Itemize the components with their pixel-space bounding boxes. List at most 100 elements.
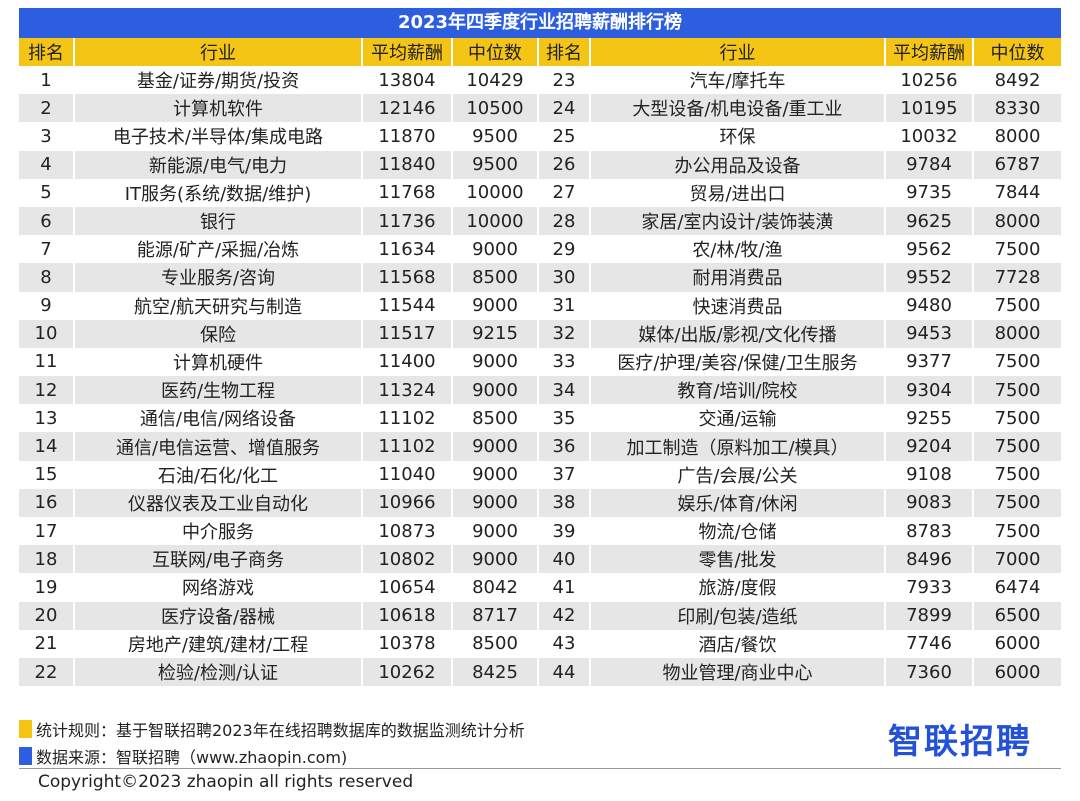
cell-rank: 22 xyxy=(19,657,75,687)
cell-rank-2: 37 xyxy=(538,460,591,489)
cell-industry: 医药/生物工程 xyxy=(74,376,363,405)
data-source-note: 数据来源：智联招聘（www.zhaopin.com) xyxy=(19,744,347,768)
cell-industry-2: 物业管理/商业中心 xyxy=(590,657,886,687)
cell-avg-salary: 11040 xyxy=(362,460,453,489)
header-avg-salary-2: 平均薪酬 xyxy=(885,38,974,66)
table-row: 17 中介服务 10873 9000 39 物流/仓储 8783 7500 xyxy=(19,517,1061,546)
cell-industry-2: 交通/运输 xyxy=(590,404,886,433)
table-row: 4 新能源/电气/电力 11840 9500 26 办公用品及设备 9784 6787 xyxy=(19,150,1061,179)
zhaopin-logo: 智联招聘 xyxy=(888,722,1032,762)
cell-median-2: 7500 xyxy=(973,432,1061,461)
cell-rank-2: 32 xyxy=(538,319,591,348)
cell-rank: 16 xyxy=(19,488,75,517)
cell-avg-salary-2: 10032 xyxy=(885,122,974,151)
cell-industry: IT服务(系统/数据/维护) xyxy=(74,178,363,207)
cell-industry: 基金/证券/期货/投资 xyxy=(74,66,363,95)
cell-industry-2: 加工制造（原料加工/模具） xyxy=(590,432,886,461)
cell-industry: 专业服务/咨询 xyxy=(74,263,363,292)
cell-median-2: 6000 xyxy=(994,633,1041,655)
cell-avg-salary-2: 9255 xyxy=(885,404,974,433)
header-avg-salary: 平均薪酬 xyxy=(362,38,453,66)
table-row: 19 网络游戏 10654 8042 41 旅游/度假 7933 6474 xyxy=(19,573,1061,602)
cell-rank: 13 xyxy=(19,404,75,433)
cell-rank-2: 44 xyxy=(538,657,591,687)
cell-industry-2: 大型设备/机电设备/重工业 xyxy=(590,94,886,123)
cell-avg-salary: 12146 xyxy=(362,94,453,123)
cell-median: 8500 xyxy=(452,404,539,433)
cell-avg-salary-2: 9480 xyxy=(885,291,974,320)
cell-avg-salary: 10378 xyxy=(362,629,453,658)
cell-median-2: 7500 xyxy=(994,464,1041,486)
cell-median: 9000 xyxy=(452,291,539,320)
cell-industry-2: 零售/批发 xyxy=(590,545,886,574)
cell-industry: 保险 xyxy=(74,319,363,348)
table-row: 7 能源/矿产/采掘/冶炼 11634 9000 29 农/林/牧/渔 9562 7500 xyxy=(19,235,1061,264)
cell-industry: 新能源/电气/电力 xyxy=(74,150,363,179)
table-row: 11 计算机硬件 11400 9000 33 医疗/护理/美容/保健/卫生服务 9377 75… xyxy=(19,347,1061,377)
cell-median: 9500 xyxy=(452,122,539,151)
cell-rank-2: 43 xyxy=(538,629,591,658)
table-row: 1 基金/证券/期货/投资 13804 10429 23 汽车/摩托车 10256 8492 xyxy=(19,66,1061,95)
yellow-marker-icon xyxy=(19,720,32,738)
cell-rank-2: 38 xyxy=(538,488,591,517)
cell-median: 10500 xyxy=(452,94,539,123)
cell-industry: 能源/矿产/采掘/冶炼 xyxy=(74,235,363,264)
salary-ranking-panel: 2023年四季度行业招聘薪酬排行榜 排名 行业 平均薪酬 中位数 排名 行业 平… xyxy=(19,8,1061,687)
table-row: 20 医疗设备/器械 10618 8717 42 印刷/包装/造纸 7899 6500 xyxy=(19,601,1061,630)
cell-rank-2: 36 xyxy=(538,432,591,461)
cell-rank-2: 24 xyxy=(538,94,591,123)
cell-industry: 电子技术/半导体/集成电路 xyxy=(74,122,363,151)
cell-avg-salary: 11736 xyxy=(362,206,453,236)
cell-industry: 房地产/建筑/建材/工程 xyxy=(74,629,363,658)
header-median-2: 中位数 xyxy=(973,38,1061,66)
cell-avg-salary-2: 7746 xyxy=(885,629,974,658)
cell-avg-salary: 11324 xyxy=(362,376,453,405)
cell-industry-2: 农/林/牧/渔 xyxy=(590,235,886,264)
cell-industry: 仪器仪表及工业自动化 xyxy=(74,488,363,517)
cell-avg-salary: 11102 xyxy=(362,404,453,433)
cell-avg-salary-2: 9453 xyxy=(885,319,974,348)
header-industry-2: 行业 xyxy=(590,38,886,66)
cell-median: 8717 xyxy=(452,601,539,630)
table-row: 18 互联网/电子商务 10802 9000 40 零售/批发 8496 7000 xyxy=(19,545,1061,574)
cell-rank: 1 xyxy=(19,66,75,95)
cell-median-2: 7500 xyxy=(994,295,1041,317)
cell-avg-salary: 10966 xyxy=(362,488,453,517)
cell-median: 10000 xyxy=(452,206,539,236)
salary-table: 排名 行业 平均薪酬 中位数 排名 行业 平均薪酬 中位数 1 基金/证券/期货/… xyxy=(19,38,1061,687)
cell-industry: 银行 xyxy=(74,206,363,236)
cell-avg-salary: 11870 xyxy=(362,122,453,151)
cell-avg-salary-2: 7360 xyxy=(885,657,974,687)
stat-rule-text: 统计规则：基于智联招聘2023年在线招聘数据库的数据监测统计分析 xyxy=(36,721,525,740)
cell-median-2: 7000 xyxy=(973,545,1061,574)
blue-marker-icon xyxy=(19,747,32,765)
cell-avg-salary: 11634 xyxy=(362,235,453,264)
cell-industry: 医疗设备/器械 xyxy=(74,601,363,630)
cell-rank: 21 xyxy=(19,629,75,658)
cell-rank-2: 26 xyxy=(538,150,591,179)
footer-divider xyxy=(19,768,1061,769)
cell-industry-2: 贸易/进出口 xyxy=(590,178,886,207)
table-row: 14 通信/电信运营、增值服务 11102 9000 36 加工制造（原料加工/模具） 92… xyxy=(19,432,1061,461)
cell-median: 9000 xyxy=(452,460,539,489)
cell-rank: 10 xyxy=(19,319,75,348)
cell-rank-2: 25 xyxy=(538,122,591,151)
cell-rank: 3 xyxy=(19,122,75,151)
table-title: 2023年四季度行业招聘薪酬排行榜 xyxy=(19,8,1061,38)
cell-industry-2: 家居/室内设计/装饰装潢 xyxy=(590,206,886,236)
cell-median-2: 8000 xyxy=(994,125,1041,147)
cell-avg-salary-2: 9784 xyxy=(885,150,974,179)
cell-industry-2: 媒体/出版/影视/文化传播 xyxy=(590,319,886,348)
cell-rank: 8 xyxy=(19,263,75,292)
cell-rank: 14 xyxy=(19,432,75,461)
cell-median: 9000 xyxy=(452,347,539,377)
cell-avg-salary-2: 7899 xyxy=(885,601,974,630)
cell-median-2: 8000 xyxy=(973,206,1061,236)
table-row: 6 银行 11736 10000 28 家居/室内设计/装饰装潢 9625 8000 xyxy=(19,206,1061,236)
table-row: 3 电子技术/半导体/集成电路 11870 9500 25 环保 10032 8000 xyxy=(19,122,1061,151)
cell-avg-salary: 10618 xyxy=(362,601,453,630)
cell-median-2: 8492 xyxy=(994,69,1041,91)
cell-avg-salary-2: 9108 xyxy=(885,460,974,489)
cell-median: 9000 xyxy=(452,376,539,405)
cell-avg-salary: 11840 xyxy=(362,150,453,179)
